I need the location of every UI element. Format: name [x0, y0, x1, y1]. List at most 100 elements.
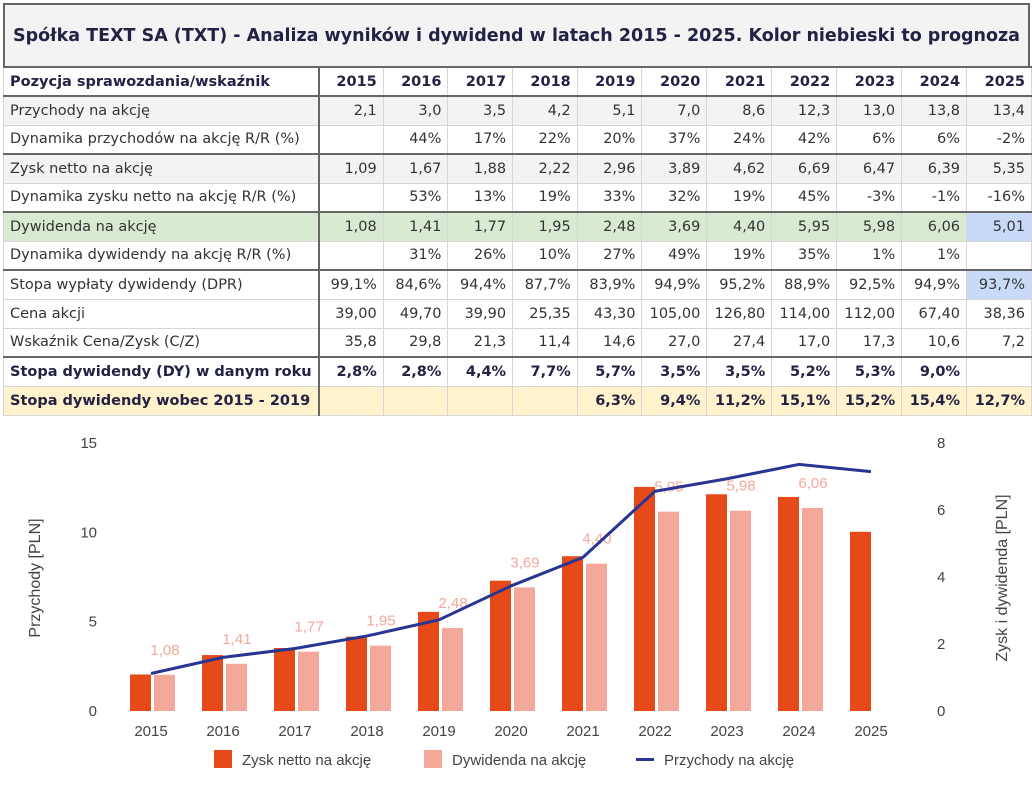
table-cell[interactable]: 17%	[447, 124, 514, 155]
row-label[interactable]: Przychody na akcję	[2, 95, 320, 126]
table-cell[interactable]: 26%	[447, 240, 514, 271]
table-cell[interactable]: 13,0	[836, 95, 903, 126]
table-cell[interactable]: 4,2	[512, 95, 578, 126]
table-cell[interactable]: 19%	[512, 182, 578, 213]
row-label[interactable]: Wskaźnik Cena/Zysk (C/Z)	[2, 327, 320, 358]
table-cell[interactable]	[966, 240, 1032, 271]
table-cell[interactable]: 49,70	[382, 298, 449, 329]
table-cell[interactable]: 27%	[576, 240, 643, 271]
table-cell[interactable]: 88,9%	[771, 269, 838, 300]
table-cell[interactable]: 6,3%	[576, 385, 643, 416]
table-cell[interactable]: 1,77	[447, 211, 514, 242]
table-cell[interactable]: 3,5%	[641, 356, 708, 387]
table-cell[interactable]: 42%	[771, 124, 838, 155]
table-cell[interactable]: 105,00	[641, 298, 708, 329]
table-cell[interactable]: -16%	[966, 182, 1032, 213]
table-cell[interactable]: -3%	[836, 182, 903, 213]
table-cell[interactable]: 95,2%	[706, 269, 773, 300]
table-cell[interactable]: 17,3	[836, 327, 903, 358]
table-cell[interactable]: 15,1%	[771, 385, 838, 416]
table-cell[interactable]: 5,2%	[771, 356, 838, 387]
row-label[interactable]: Stopa wypłaty dywidendy (DPR)	[2, 269, 320, 300]
table-cell[interactable]: 4,62	[706, 153, 773, 184]
table-cell[interactable]: 53%	[382, 182, 449, 213]
table-cell[interactable]: 7,7%	[512, 356, 578, 387]
table-cell[interactable]: -1%	[901, 182, 968, 213]
row-label[interactable]: Dynamika dywidendy na akcję R/R (%)	[2, 240, 320, 271]
table-cell[interactable]: 94,4%	[447, 269, 514, 300]
row-label[interactable]: Dynamika przychodów na akcję R/R (%)	[2, 124, 320, 155]
table-cell[interactable]: 24%	[706, 124, 773, 155]
row-label[interactable]: Dynamika zysku netto na akcję R/R (%)	[2, 182, 320, 213]
table-cell[interactable]: 29,8	[382, 327, 449, 358]
table-cell[interactable]: 49%	[641, 240, 708, 271]
table-cell[interactable]: 3,69	[641, 211, 708, 242]
table-cell[interactable]: 45%	[771, 182, 838, 213]
table-cell[interactable]: -2%	[966, 124, 1032, 155]
table-cell[interactable]: 99,1%	[318, 269, 384, 300]
table-cell[interactable]: 5,7%	[576, 356, 643, 387]
table-cell[interactable]: 1,67	[382, 153, 449, 184]
table-cell[interactable]: 94,9%	[641, 269, 708, 300]
table-cell[interactable]: 2,48	[576, 211, 643, 242]
table-cell[interactable]: 12,3	[771, 95, 838, 126]
table-cell[interactable]: 32%	[641, 182, 708, 213]
table-cell[interactable]: 9,4%	[641, 385, 708, 416]
table-cell[interactable]: 2,96	[576, 153, 643, 184]
table-cell[interactable]: 67,40	[901, 298, 968, 329]
table-cell[interactable]: 84,6%	[382, 269, 449, 300]
table-cell[interactable]: 6%	[901, 124, 968, 155]
table-cell[interactable]: 6,06	[901, 211, 968, 242]
table-cell[interactable]: 15,4%	[901, 385, 968, 416]
table-cell[interactable]: 9,0%	[901, 356, 968, 387]
table-cell[interactable]: 5,3%	[836, 356, 903, 387]
table-cell[interactable]: 10%	[512, 240, 578, 271]
table-cell[interactable]: 31%	[382, 240, 449, 271]
table-cell[interactable]: 39,90	[447, 298, 514, 329]
table-cell[interactable]: 3,89	[641, 153, 708, 184]
table-cell[interactable]: 126,80	[706, 298, 773, 329]
table-cell[interactable]: 14,6	[576, 327, 643, 358]
table-cell[interactable]	[318, 385, 384, 416]
table-cell[interactable]: 22%	[512, 124, 578, 155]
table-cell[interactable]: 5,01	[966, 211, 1032, 242]
row-label[interactable]: Dywidenda na akcję	[2, 211, 320, 242]
table-cell[interactable]: 1,08	[318, 211, 384, 242]
table-cell[interactable]: 27,0	[641, 327, 708, 358]
table-cell[interactable]: 13%	[447, 182, 514, 213]
table-cell[interactable]: 83,9%	[576, 269, 643, 300]
table-cell[interactable]	[318, 124, 384, 155]
table-cell[interactable]	[512, 385, 578, 416]
table-cell[interactable]: 7,2	[966, 327, 1032, 358]
table-cell[interactable]: 2,8%	[382, 356, 449, 387]
table-cell[interactable]: 6,39	[901, 153, 968, 184]
table-cell[interactable]: 2,1	[318, 95, 384, 126]
table-cell[interactable]: 1,09	[318, 153, 384, 184]
table-cell[interactable]: 1%	[836, 240, 903, 271]
table-cell[interactable]: 5,35	[966, 153, 1032, 184]
table-cell[interactable]: 33%	[576, 182, 643, 213]
table-cell[interactable]: 11,2%	[706, 385, 773, 416]
table-cell[interactable]: 4,4%	[447, 356, 514, 387]
table-cell[interactable]: 7,0	[641, 95, 708, 126]
table-cell[interactable]: 13,8	[901, 95, 968, 126]
table-cell[interactable]: 1,88	[447, 153, 514, 184]
table-cell[interactable]: 93,7%	[966, 269, 1032, 300]
table-cell[interactable]: 87,7%	[512, 269, 578, 300]
table-cell[interactable]: 6%	[836, 124, 903, 155]
table-cell[interactable]	[966, 356, 1032, 387]
table-cell[interactable]: 21,3	[447, 327, 514, 358]
table-cell[interactable]: 15,2%	[836, 385, 903, 416]
table-cell[interactable]: 19%	[706, 240, 773, 271]
table-cell[interactable]: 27,4	[706, 327, 773, 358]
table-cell[interactable]: 114,00	[771, 298, 838, 329]
table-cell[interactable]: 112,00	[836, 298, 903, 329]
table-cell[interactable]: 3,0	[382, 95, 449, 126]
table-cell[interactable]: 20%	[576, 124, 643, 155]
table-cell[interactable]: 44%	[382, 124, 449, 155]
table-cell[interactable]: 10,6	[901, 327, 968, 358]
table-cell[interactable]: 38,36	[966, 298, 1032, 329]
table-cell[interactable]: 43,30	[576, 298, 643, 329]
table-cell[interactable]: 6,69	[771, 153, 838, 184]
row-label[interactable]: Stopa dywidendy (DY) w danym roku	[2, 356, 320, 387]
